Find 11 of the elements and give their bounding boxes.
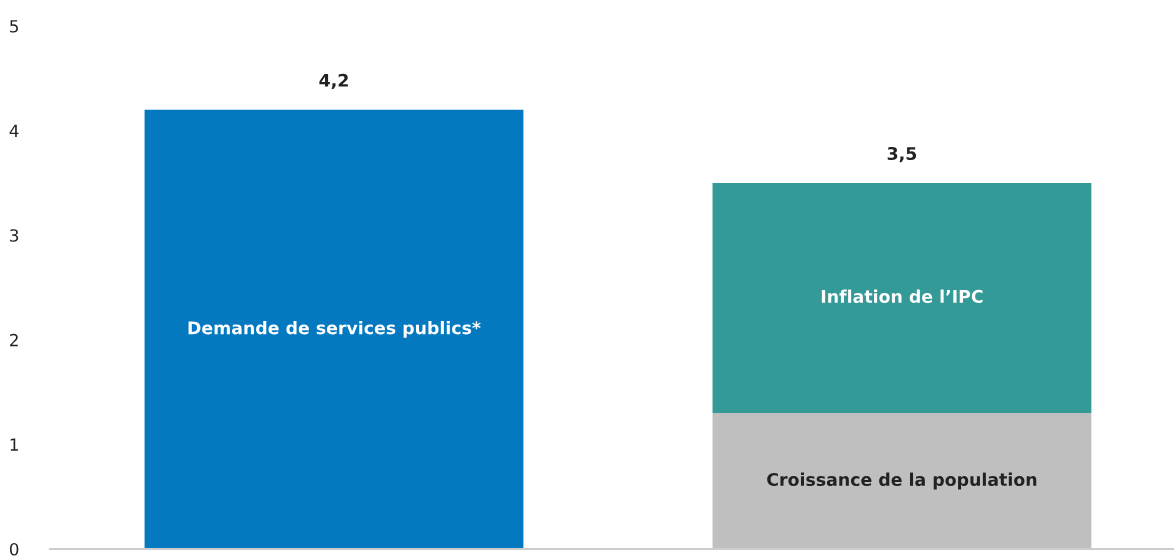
series-label: Inflation de l’IPC [821, 289, 983, 303]
y-tick-label: 2 [10, 333, 18, 347]
y-tick-label: 1 [10, 438, 18, 451]
total-label: 3,5 [887, 146, 917, 163]
total-label: 4,2 [319, 73, 348, 90]
series-label: Demande de services publics* [188, 320, 481, 338]
series-label: Croissance de la population [767, 472, 1037, 490]
y-tick-label: 3 [10, 229, 19, 242]
y-tick-label: 4 [9, 124, 19, 137]
y-tick-label: 0 [9, 542, 19, 556]
y-tick-label: 5 [10, 20, 18, 33]
